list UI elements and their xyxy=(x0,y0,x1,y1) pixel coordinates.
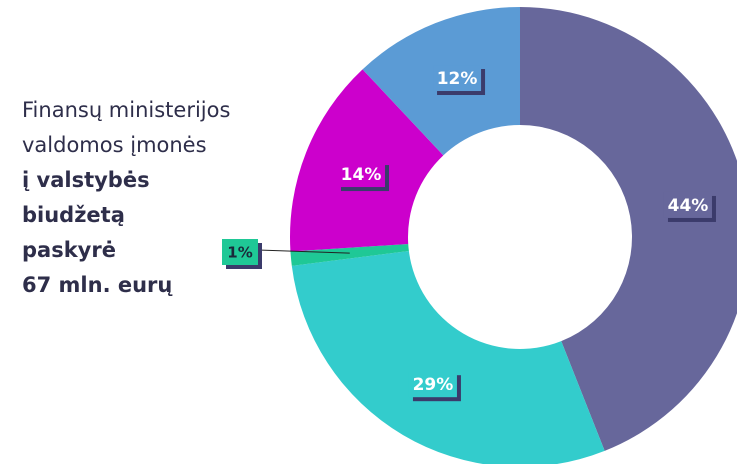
data-label: 14% xyxy=(341,165,382,185)
label-box xyxy=(222,239,258,265)
data-label: 29% xyxy=(413,375,454,395)
annotation-line: biudžetą xyxy=(22,203,125,227)
annotation-line: į valstybės xyxy=(22,168,150,192)
labels: 44% 29% 1% 14% 12% xyxy=(222,65,716,402)
annotation-line: Finansų ministerijos xyxy=(22,98,230,122)
label-box xyxy=(337,161,386,188)
slice xyxy=(290,244,409,266)
annotation-line: valdomos įmonės xyxy=(22,133,207,157)
slice xyxy=(520,7,737,451)
data-label: 12% xyxy=(437,69,478,89)
label-box xyxy=(433,65,482,92)
annotation-line: 67 mln. eurų xyxy=(22,273,173,297)
slice xyxy=(291,251,605,464)
annotation-line: paskyrė xyxy=(22,238,116,262)
data-label: 44% xyxy=(668,196,709,216)
annotation: Finansų ministerijos valdomos įmonės į val… xyxy=(22,98,230,297)
slices xyxy=(290,7,737,464)
label-box xyxy=(408,371,457,398)
slice xyxy=(290,69,444,252)
data-label: 1% xyxy=(227,244,252,262)
label-box xyxy=(663,191,712,218)
leader-line xyxy=(257,249,350,254)
